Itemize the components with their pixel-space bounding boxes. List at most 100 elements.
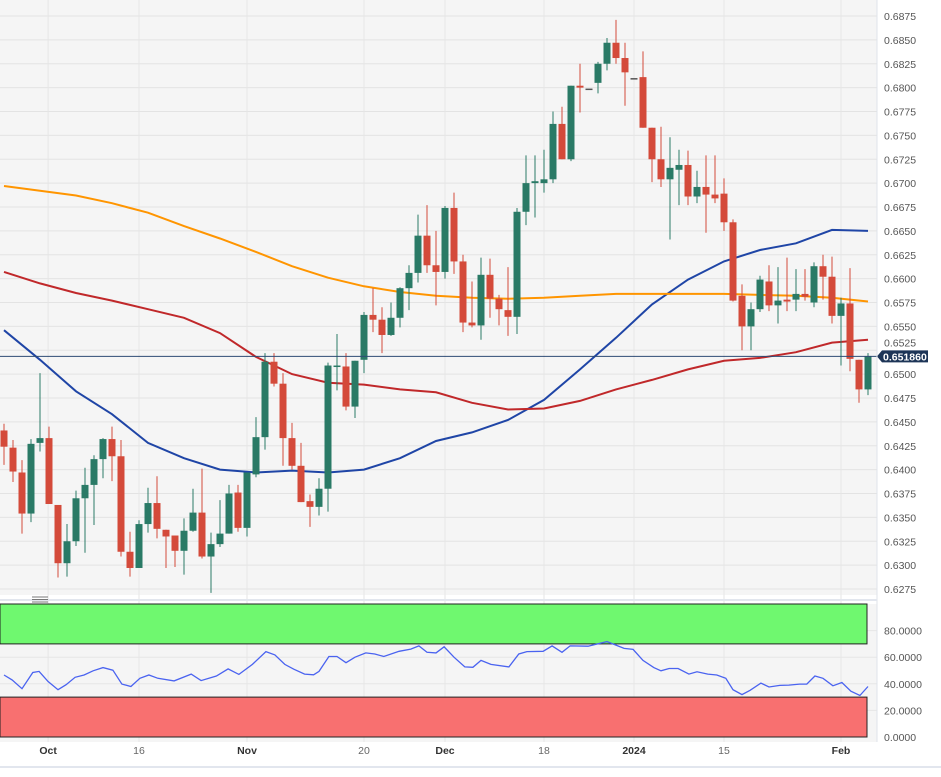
candle [324, 362, 332, 512]
candle [63, 524, 71, 577]
candle [603, 37, 611, 71]
candle [243, 472, 251, 537]
price-tick-label: 0.6800 [884, 83, 916, 95]
candle [747, 302, 755, 351]
candle [648, 127, 656, 183]
last-price-badge [877, 350, 928, 363]
price-tick-label: 0.6425 [884, 441, 916, 453]
candle-body [684, 164, 692, 197]
price-tick-label: 0.6600 [884, 274, 916, 286]
rsi-tick-label: 80.0000 [884, 626, 922, 638]
price-tick-label: 0.6375 [884, 489, 916, 501]
candle [126, 531, 134, 577]
candle [162, 529, 170, 568]
date-tick-label: Feb [832, 745, 851, 757]
candle-body [441, 207, 449, 272]
rsi-tick-label: 20.0000 [884, 705, 922, 717]
price-tick-label: 0.6625 [884, 250, 916, 262]
candles [0, 19, 872, 593]
date-tick-label: 18 [538, 745, 550, 757]
candle [531, 155, 539, 218]
candle [819, 254, 827, 300]
candle-body [414, 235, 422, 273]
date-tick-label: 16 [133, 745, 145, 757]
candle-body [819, 266, 827, 277]
candle [108, 426, 116, 482]
candle-body [495, 298, 503, 310]
price-tick-label: 0.6575 [884, 298, 916, 310]
candle [630, 78, 638, 80]
candle-body [198, 512, 206, 557]
candle-body [864, 355, 872, 390]
candle-body [783, 299, 791, 302]
candle [36, 373, 44, 452]
candle-body [531, 181, 539, 184]
candle [9, 440, 17, 483]
candle [837, 297, 845, 366]
candle-body [666, 167, 674, 180]
candle-body [126, 551, 134, 568]
candle-body [486, 274, 494, 299]
candle [540, 149, 548, 193]
candle-body [333, 365, 341, 368]
date-axis[interactable]: Oct 16 Nov 20 Dec 18 2024 15 Feb [39, 745, 850, 757]
candle-body [0, 430, 8, 447]
candle-body [603, 42, 611, 64]
candle-body [513, 211, 521, 317]
candle-body [18, 472, 26, 514]
candle [765, 265, 773, 312]
candle [351, 360, 359, 419]
candle-body [288, 438, 296, 466]
candle [360, 312, 368, 374]
panel-resize-handle-icon[interactable] [32, 596, 48, 603]
date-tick-label: Oct [39, 745, 57, 757]
candle-body [756, 279, 764, 310]
candle [207, 532, 215, 593]
candle-body [711, 194, 719, 199]
rsi-panel [0, 603, 869, 738]
rsi-tick-label: 40.0000 [884, 679, 922, 691]
candle-body [648, 127, 656, 160]
candle [756, 275, 764, 313]
candle [828, 256, 836, 324]
candle-body [27, 443, 35, 514]
candle-body [468, 322, 476, 326]
candle [135, 520, 143, 568]
candle-body [225, 493, 233, 534]
candle [639, 51, 647, 128]
rsi-tick-label: 60.0000 [884, 652, 922, 664]
candle [369, 288, 377, 333]
candle-body [432, 265, 440, 272]
candle [279, 373, 287, 466]
price-tick-label: 0.6450 [884, 417, 916, 429]
price-tick-label: 0.6875 [884, 11, 916, 23]
candle-body [297, 465, 305, 503]
candle [54, 504, 62, 578]
candle [846, 268, 854, 372]
candle-body [252, 437, 260, 475]
candle [144, 487, 152, 533]
candle [783, 257, 791, 312]
candle-body [36, 438, 44, 443]
candle [387, 302, 395, 336]
candle [675, 149, 683, 206]
candle-body [99, 439, 107, 460]
date-tick-label: 2024 [622, 745, 646, 757]
candle-body [774, 300, 782, 306]
rsi-axis[interactable]: 80.0000 60.0000 40.0000 20.0000 0.0000 [884, 626, 922, 744]
price-axis[interactable]: 0.6875 0.6850 0.6825 0.6800 0.6775 0.6750 0.67… [884, 11, 916, 596]
candle [414, 214, 422, 283]
candle [171, 535, 179, 568]
candle [666, 137, 674, 240]
candle-body [522, 183, 530, 212]
candle [774, 267, 782, 324]
candle [180, 518, 188, 575]
candle-body [747, 309, 755, 327]
candle [261, 353, 269, 450]
candle-body [162, 529, 170, 537]
candle [585, 88, 593, 91]
candle-body [540, 179, 548, 184]
candle-body [567, 85, 575, 160]
